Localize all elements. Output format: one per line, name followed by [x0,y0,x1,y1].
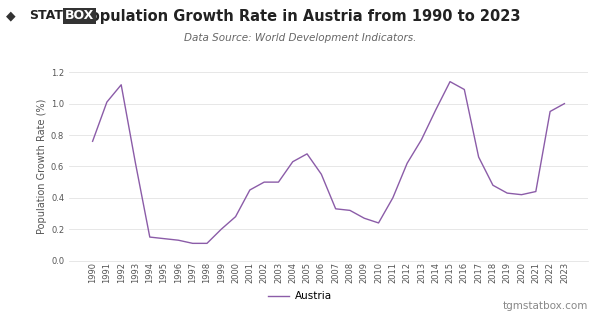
Text: BOX: BOX [65,9,94,22]
Y-axis label: Population Growth Rate (%): Population Growth Rate (%) [37,99,47,234]
Text: Population Growth Rate in Austria from 1990 to 2023: Population Growth Rate in Austria from 1… [79,9,521,24]
Text: Data Source: World Development Indicators.: Data Source: World Development Indicator… [184,33,416,43]
Legend: Austria: Austria [264,287,336,306]
Text: tgmstatbox.com: tgmstatbox.com [503,301,588,311]
Text: STAT: STAT [29,9,62,22]
Text: ◆: ◆ [6,9,16,22]
